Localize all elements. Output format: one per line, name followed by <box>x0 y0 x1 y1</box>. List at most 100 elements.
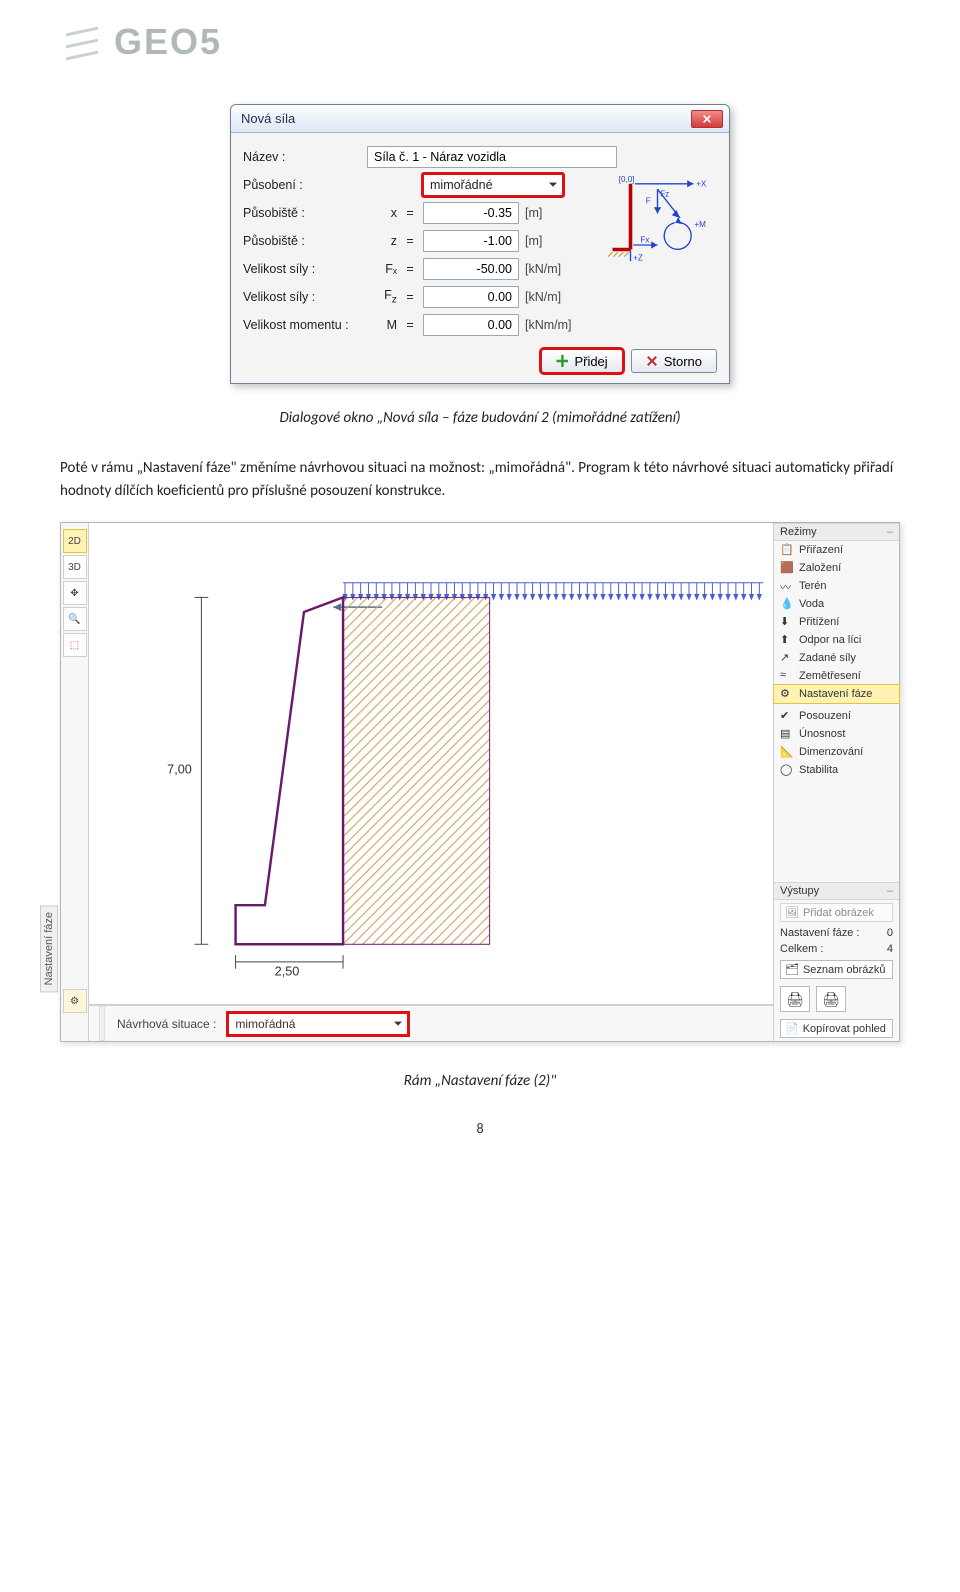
mode-item-3[interactable]: 💧 Voda <box>774 595 899 613</box>
tool-zoom[interactable]: 🔍 <box>63 607 87 631</box>
tool-3d[interactable]: 3D <box>63 555 87 579</box>
image-list-button[interactable]: 🗂 Seznam obrázků <box>780 960 893 979</box>
input-name[interactable] <box>367 146 617 168</box>
kv-total: Celkem :4 <box>774 941 899 957</box>
design-situation-label: Návrhová situace : <box>117 1017 216 1031</box>
copy-icon: 📄 <box>785 1022 799 1035</box>
mode-label: Založení <box>799 562 841 574</box>
mode-item-12[interactable]: ◯ Stabilita <box>774 761 899 779</box>
dialog-titlebar: Nová síla <box>231 105 729 133</box>
mode-icon: ⚙ <box>780 687 794 701</box>
mode-label: Stabilita <box>799 764 838 776</box>
diagram-origin: [0,0] <box>619 175 635 184</box>
cancel-button[interactable]: Storno <box>631 349 717 373</box>
mode-label: Zadané síly <box>799 652 856 664</box>
print-button-1[interactable]: 🖨 <box>780 986 810 1012</box>
bottom-bar: Návrhová situace : mimořádná <box>89 1005 773 1041</box>
mode-item-10[interactable]: ▤Únosnost <box>774 725 899 743</box>
svg-text:+X: +X <box>696 180 707 189</box>
mode-icon: 💧 <box>780 597 794 611</box>
x-icon <box>646 355 658 367</box>
plus-icon <box>556 355 568 367</box>
mode-icon: ≈ <box>780 669 794 683</box>
mode-label: Odpor na líci <box>799 634 861 646</box>
label-name: Název : <box>243 150 361 164</box>
dialog-new-force: Nová síla Název : Působení : mimořádné P… <box>230 104 730 384</box>
mode-item-4[interactable]: ⬇ Přitížení <box>774 613 899 631</box>
input-z[interactable] <box>423 230 519 252</box>
copy-view-button[interactable]: 📄 Kopírovat pohled <box>780 1019 893 1038</box>
mode-icon: 📋 <box>780 543 794 557</box>
row-m: Velikost momentu : M = [kNm/m] <box>243 311 717 339</box>
mode-icon: ◯ <box>780 763 794 777</box>
mode-label: Přitížení <box>799 616 839 628</box>
input-m[interactable] <box>423 314 519 336</box>
mode-icon: 〰 <box>780 579 794 593</box>
add-button[interactable]: Přidej <box>541 349 622 373</box>
label-action: Působení : <box>243 178 361 192</box>
mode-item-0[interactable]: 📋 Přiřazení <box>774 541 899 559</box>
page-number: 8 <box>60 1120 900 1137</box>
left-toolbar: 2D 3D ✥ 🔍 ⬚ ⚙ <box>61 523 89 1041</box>
canvas: 7,00 2,50 <box>89 523 773 1005</box>
mode-icon: 🟫 <box>780 561 794 575</box>
mode-icon: ↗ <box>780 651 794 665</box>
mode-label: Posouzení <box>799 710 851 722</box>
design-situation-dropdown[interactable]: mimořádná <box>228 1013 408 1035</box>
tool-2d[interactable]: 2D <box>63 529 87 553</box>
body-paragraph: Poté v rámu „Nastavení fáze" změníme náv… <box>60 457 900 502</box>
mode-label: Dimenzování <box>799 746 863 758</box>
row-fz: Velikost síly : Fz = [kN/m] <box>243 283 717 311</box>
section-regimy: Režimy– <box>774 523 899 541</box>
mode-icon: ⬇ <box>780 615 794 629</box>
brand-text: GEO5 <box>114 21 222 63</box>
mode-label: Terén <box>799 580 827 592</box>
tool-extent[interactable]: ⬚ <box>63 633 87 657</box>
svg-text:+M: +M <box>694 220 706 229</box>
mode-icon: ✔ <box>780 709 794 723</box>
brand-header: GEO5 <box>60 20 900 64</box>
svg-text:2,50: 2,50 <box>275 965 300 979</box>
input-fx[interactable] <box>423 258 519 280</box>
print-button-2[interactable]: 🖨 <box>816 986 846 1012</box>
input-x[interactable] <box>423 202 519 224</box>
mode-label: Zemětřesení <box>799 670 861 682</box>
mode-item-2[interactable]: 〰 Terén <box>774 577 899 595</box>
mode-icon: ⬆ <box>780 633 794 647</box>
dialog-title: Nová síla <box>241 111 691 126</box>
mode-item-7[interactable]: ≈ Zemětřesení <box>774 667 899 685</box>
mode-label: Nastavení fáze <box>799 688 872 700</box>
mode-item-6[interactable]: ↗ Zadané síly <box>774 649 899 667</box>
mode-label: Voda <box>799 598 824 610</box>
right-pane: Režimy– 📋 Přiřazení 🟫 Založení 〰 Terén 💧 Voda ⬇ P… <box>773 523 899 1041</box>
dialog-close-button[interactable] <box>691 110 723 128</box>
caption-frame: Rám „Nastavení fáze (2)" <box>60 1072 900 1090</box>
wall-diagram: 7,00 2,50 <box>89 523 773 1004</box>
vertical-tab-phase[interactable]: Nastavení fáze <box>40 905 58 992</box>
svg-text:Fx: Fx <box>640 235 649 244</box>
svg-text:7,00: 7,00 <box>167 762 192 776</box>
dropdown-action[interactable]: mimořádné <box>423 174 563 196</box>
image-plus-icon: 🖼 <box>785 906 799 919</box>
mode-item-1[interactable]: 🟫 Založení <box>774 559 899 577</box>
app-frame: Nastavení fáze 2D 3D ✥ 🔍 ⬚ ⚙ <box>60 522 900 1042</box>
caption-dialog: Dialogové okno „Nová síla – fáze budován… <box>60 409 900 427</box>
tool-settings[interactable]: ⚙ <box>63 989 87 1013</box>
mode-label: Přiřazení <box>799 544 843 556</box>
brand-logo <box>60 20 104 64</box>
mode-item-5[interactable]: ⬆ Odpor na líci <box>774 631 899 649</box>
add-image-button[interactable]: 🖼 Přidat obrázek <box>780 903 893 922</box>
bottom-grip <box>99 1006 105 1041</box>
mode-item-8[interactable]: ⚙ Nastavení fáze <box>774 685 899 703</box>
force-diagram: [0,0] +X Fz <box>607 173 717 263</box>
mode-icon: ▤ <box>780 727 794 741</box>
list-icon: 🗂 <box>785 963 799 976</box>
mode-item-9[interactable]: ✔ Posouzení <box>774 707 899 725</box>
input-fz[interactable] <box>423 286 519 308</box>
mode-item-11[interactable]: 📐 Dimenzování <box>774 743 899 761</box>
tool-move[interactable]: ✥ <box>63 581 87 605</box>
svg-text:F: F <box>646 197 651 206</box>
row-name: Název : <box>243 143 717 171</box>
mode-icon: 📐 <box>780 745 794 759</box>
section-vystupy: Výstupy– <box>774 882 899 900</box>
